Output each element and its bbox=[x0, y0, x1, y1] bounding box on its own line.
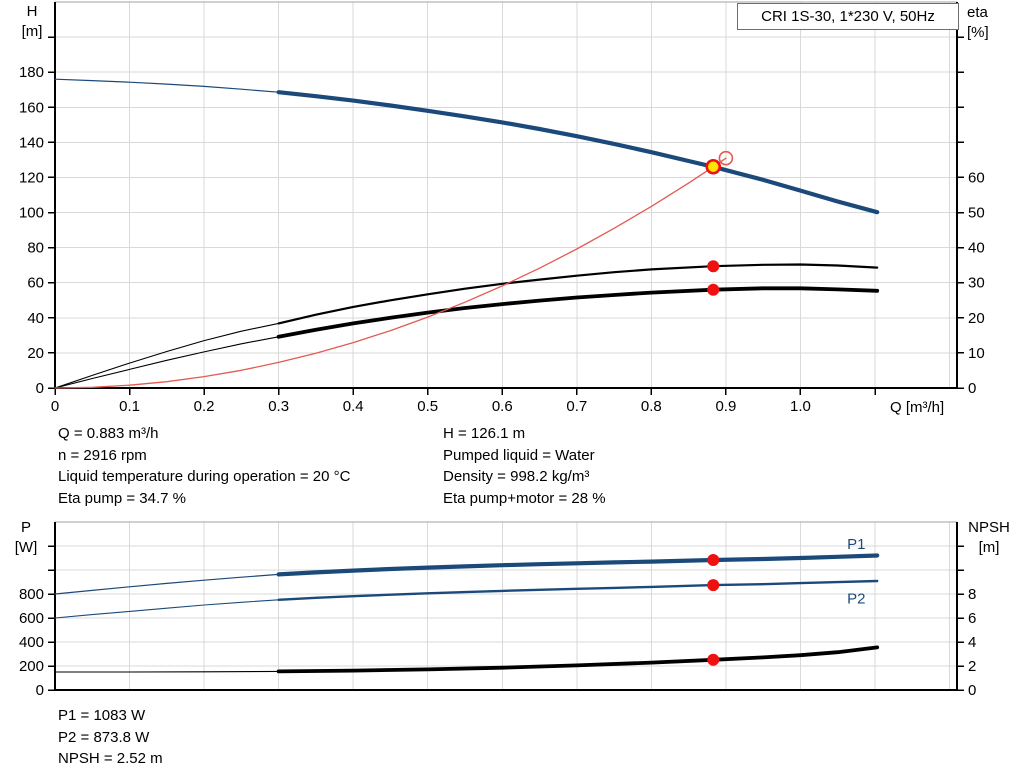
curve-npsh bbox=[276, 645, 880, 674]
x-tick-label: 0.9 bbox=[715, 398, 736, 415]
x-tick-label: 0.8 bbox=[641, 398, 662, 415]
system-curve-end-marker bbox=[718, 150, 734, 166]
curve-eta-pump-motor bbox=[276, 286, 880, 339]
y-tick-label-right: 0 bbox=[968, 380, 976, 397]
x-tick-label: 0.5 bbox=[417, 398, 438, 415]
y-tick-label-left: 400 bbox=[19, 634, 44, 651]
y-tick-label-right: 50 bbox=[968, 205, 985, 222]
x-tick-label: 0.2 bbox=[194, 398, 215, 415]
y-tick-label-left: 60 bbox=[27, 275, 44, 292]
npsh-duty-marker bbox=[707, 653, 720, 666]
x-tick-label: 0 bbox=[51, 398, 59, 415]
curve-system-curve bbox=[54, 157, 727, 389]
readout-speed: n = 2916 rpm bbox=[58, 446, 147, 464]
h-axis-label: H [m] bbox=[12, 2, 52, 42]
curve-eta-pump-motor-thin bbox=[54, 287, 878, 389]
y-tick-label-right: 8 bbox=[968, 586, 976, 603]
readout-density: Density = 998.2 kg/m³ bbox=[443, 468, 590, 485]
y-tick-label-right: 4 bbox=[968, 634, 976, 651]
y-tick-label-left: 0 bbox=[36, 682, 44, 699]
y-tick-label-left: 800 bbox=[19, 586, 44, 603]
duty-readout-right: H = 126.1 m Pumped liquid = Water Densit… bbox=[443, 423, 606, 509]
y-tick-label-right: 20 bbox=[968, 310, 985, 327]
curve-eta-pump bbox=[277, 263, 879, 325]
p-axis-label: P [W] bbox=[6, 518, 46, 558]
y-tick-label-left: 600 bbox=[19, 610, 44, 627]
duty-readout-left: Q = 0.883 m³/h n = 2916 rpm Liquid tempe… bbox=[58, 423, 350, 509]
readout-pumped-liquid: Pumped liquid = Water bbox=[443, 446, 595, 464]
readout-p2: P2 = 873.8 W bbox=[58, 728, 150, 746]
readout-liquid-temperature: Liquid temperature during operation = 20… bbox=[58, 468, 351, 485]
x-tick-label: 0.7 bbox=[566, 398, 587, 415]
h-axis-label-unit: [m] bbox=[21, 23, 43, 40]
eta-axis-label-symbol: eta bbox=[967, 4, 988, 21]
p1-duty-marker bbox=[707, 554, 720, 567]
eta-pump-motor-duty-marker bbox=[707, 283, 720, 296]
h-axis-label-symbol: H bbox=[26, 3, 38, 20]
x-tick-label: 0.1 bbox=[119, 398, 140, 415]
y-tick-label-left: 80 bbox=[27, 240, 44, 257]
curve-h-pump-curve-thin bbox=[54, 78, 878, 213]
y-tick-label-left: 180 bbox=[19, 64, 44, 81]
p2-duty-marker bbox=[707, 579, 720, 592]
readout-flow: Q = 0.883 m³/h bbox=[58, 425, 159, 442]
curve-p2-thin bbox=[54, 580, 878, 619]
p-axis-label-unit: [W] bbox=[14, 539, 38, 556]
readout-p1: P1 = 1083 W bbox=[58, 707, 146, 724]
curve-h-pump-curve bbox=[276, 90, 880, 215]
readout-eta-pump-motor: Eta pump+motor = 28 % bbox=[443, 489, 606, 507]
pump-model-title: CRI 1S-30, 1*230 V, 50Hz bbox=[737, 3, 959, 30]
y-tick-label-left: 120 bbox=[19, 169, 44, 186]
npsh-axis-label: NPSH [m] bbox=[962, 518, 1016, 558]
x-tick-label: 1.0 bbox=[790, 398, 811, 415]
x-tick-label: 0.6 bbox=[492, 398, 513, 415]
readout-head: H = 126.1 m bbox=[443, 425, 526, 442]
curve-p1 bbox=[276, 553, 880, 577]
y-tick-label-right: 10 bbox=[968, 345, 985, 362]
y-tick-label-left: 200 bbox=[19, 658, 44, 675]
y-tick-label-right: 0 bbox=[968, 682, 976, 699]
y-tick-label-right: 2 bbox=[968, 658, 976, 675]
readout-npsh: NPSH = 2.52 m bbox=[58, 750, 163, 767]
y-tick-label-right: 6 bbox=[968, 610, 976, 627]
curve-p2 bbox=[277, 579, 879, 601]
y-tick-label-right: 40 bbox=[968, 240, 985, 257]
y-tick-label-left: 20 bbox=[27, 345, 44, 362]
readout-eta-pump: Eta pump = 34.7 % bbox=[58, 489, 186, 507]
curve-label-p1: P1 bbox=[847, 536, 865, 553]
y-tick-label-right: 30 bbox=[968, 275, 985, 292]
q-axis-label: Q [m³/h] bbox=[890, 399, 945, 416]
eta-axis-label-unit: [%] bbox=[967, 24, 989, 41]
y-tick-label-left: 160 bbox=[19, 99, 44, 116]
y-tick-label-left: 40 bbox=[27, 310, 44, 327]
eta-axis-label: eta [%] bbox=[967, 3, 1017, 43]
y-tick-label-left: 140 bbox=[19, 134, 44, 151]
p-axis-label-symbol: P bbox=[20, 519, 31, 536]
y-tick-label-right: 60 bbox=[968, 169, 985, 186]
power-readout: P1 = 1083 W P2 = 873.8 W NPSH = 2.52 m bbox=[58, 705, 163, 770]
duty-point-marker[interactable] bbox=[705, 158, 722, 175]
npsh-axis-label-symbol: NPSH bbox=[968, 519, 1010, 536]
y-tick-label-left: 0 bbox=[36, 380, 44, 397]
x-tick-label: 0.3 bbox=[268, 398, 289, 415]
y-tick-label-left: 100 bbox=[19, 205, 44, 222]
curve-label-p2: P2 bbox=[847, 591, 865, 608]
x-tick-label: 0.4 bbox=[343, 398, 364, 415]
npsh-axis-label-unit: [m] bbox=[978, 539, 1000, 556]
eta-pump-duty-marker bbox=[707, 260, 720, 273]
